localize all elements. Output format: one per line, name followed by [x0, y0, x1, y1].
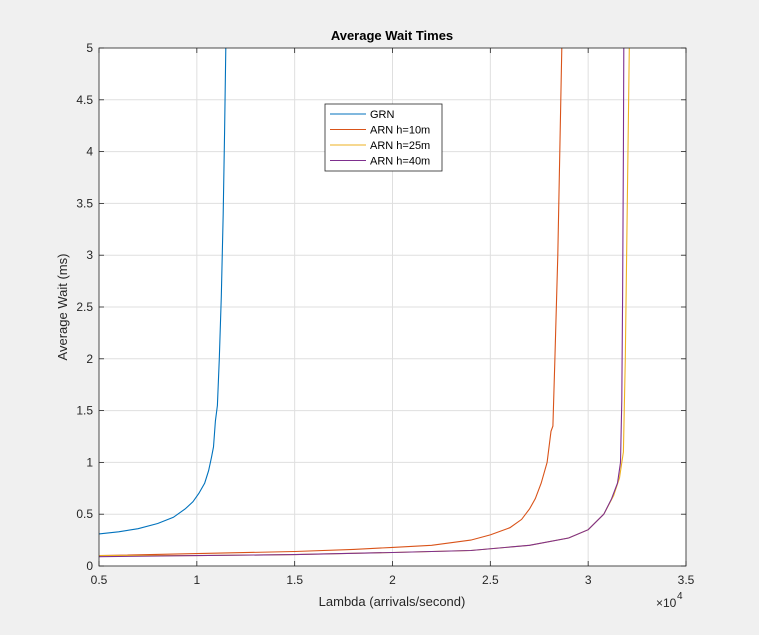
x-multiplier-exponent: 4	[677, 591, 683, 602]
y-tick-label: 5	[86, 41, 93, 55]
y-tick-label: 0.5	[76, 507, 93, 521]
legend-label: ARN h=25m	[370, 140, 430, 152]
y-tick-label: 2	[86, 352, 93, 366]
chart-title: Average Wait Times	[331, 28, 453, 43]
legend-box	[324, 103, 443, 172]
x-multiplier-base: ×10	[656, 596, 677, 610]
x-tick-label: 2.5	[482, 573, 499, 587]
y-tick-label: 1.5	[76, 404, 93, 418]
legend[interactable]: GRN ARN h=10m ARN h=25m ARN h=40m	[324, 103, 443, 172]
x-axis-label: Lambda (arrivals/second)	[319, 594, 466, 609]
x-tick-label: 0.5	[91, 573, 108, 587]
y-tick-label: 4	[86, 145, 93, 159]
x-tick-label: 3	[585, 573, 592, 587]
series-layer	[98, 47, 630, 558]
x-tick-label: 3.5	[678, 573, 695, 587]
y-axis-label: Average Wait (ms)	[55, 254, 70, 361]
x-multiplier: ×10 4	[656, 591, 683, 610]
series-line[interactable]	[98, 47, 563, 557]
series-line[interactable]	[98, 47, 227, 535]
ticks: 0.5 1 1.5 2 2.5 3 3.500.511.522.533.544.55	[76, 41, 694, 587]
y-tick-label: 1	[86, 455, 93, 469]
y-tick-label: 3.5	[76, 196, 93, 210]
x-tick-label: 2	[389, 573, 396, 587]
y-tick-label: 4.5	[76, 93, 93, 107]
legend-label: ARN h=40m	[370, 156, 430, 168]
legend-label: ARN h=10m	[370, 125, 430, 137]
y-tick-label: 3	[86, 248, 93, 262]
legend-label: GRN	[370, 109, 395, 121]
series-line[interactable]	[98, 47, 625, 558]
y-tick-label: 2.5	[76, 300, 93, 314]
y-tick-label: 0	[86, 559, 93, 573]
x-tick-label: 1	[193, 573, 200, 587]
x-tick-label: 1.5	[286, 573, 303, 587]
